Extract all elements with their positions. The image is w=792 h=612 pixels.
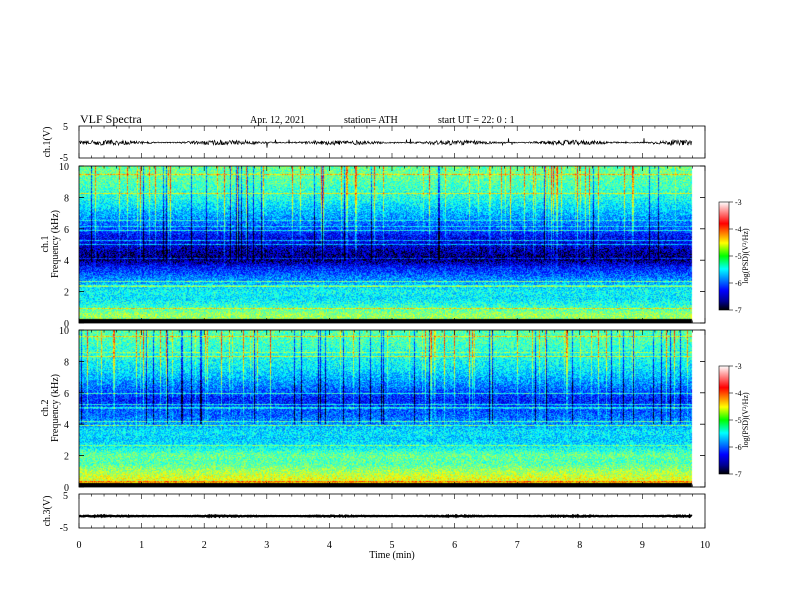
x-tick-label: 1 bbox=[139, 540, 144, 551]
colorbar-tick-label: -7 bbox=[735, 470, 742, 479]
x-tick-label: 8 bbox=[577, 540, 582, 551]
figure-title: VLF Spectra bbox=[80, 112, 142, 126]
ch3-ytick-5: 5 bbox=[63, 491, 68, 502]
x-tick-label: 7 bbox=[515, 540, 520, 551]
ch1-spectrogram-image bbox=[79, 166, 705, 323]
ch2-ytick-label: 2 bbox=[64, 452, 69, 463]
ch2-ytick-label: 6 bbox=[64, 389, 69, 400]
ch1-ytick-label: 0 bbox=[64, 319, 69, 330]
time-axis: 0 1 2 3 4 5 6 7 8 9 10 bbox=[77, 126, 710, 551]
ch1-ytick-label: 8 bbox=[64, 193, 69, 204]
ch2-ytick-label: 8 bbox=[64, 357, 69, 368]
x-tick-label: 2 bbox=[202, 540, 207, 551]
colorbar-tick-label: -4 bbox=[735, 225, 742, 234]
x-tick-label: 9 bbox=[640, 540, 645, 551]
colorbar-tick-label: -7 bbox=[735, 306, 742, 315]
ch2-spectrogram-image bbox=[79, 330, 705, 487]
ch1-waveform-ylabel: ch.1(V) bbox=[42, 127, 53, 158]
ch2-colorbar bbox=[719, 366, 729, 474]
ch2-ytick-label: 4 bbox=[64, 420, 69, 431]
ch2-colorbar-label: log(PSD)(V²/Hz) bbox=[741, 392, 750, 448]
time-axis-label: Time (min) bbox=[369, 550, 414, 561]
ch1-ytick-label: 6 bbox=[64, 225, 69, 236]
x-tick-label: 10 bbox=[700, 540, 710, 551]
ch1-ytick-5: 5 bbox=[63, 122, 68, 133]
x-tick-label: 0 bbox=[77, 540, 82, 551]
colorbar-tick-label: -6 bbox=[735, 443, 742, 452]
ch1-ytick-label: 2 bbox=[64, 288, 69, 299]
ch1-wave-path bbox=[78, 138, 693, 148]
colorbar-tick-label: -5 bbox=[735, 416, 742, 425]
colorbar-tick-label: -3 bbox=[735, 362, 742, 371]
ch1-colorbar-label: log(PSD)(V²/Hz) bbox=[741, 228, 750, 284]
ch1-spectrogram-ylabel-channel: ch.1 bbox=[40, 236, 51, 253]
ch1-waveform-line bbox=[78, 138, 693, 148]
x-tick-label: 3 bbox=[264, 540, 269, 551]
ch2-spectrogram-ylabel-channel: ch.2 bbox=[40, 400, 51, 417]
ch1-spectrogram-ylabel-frequency: Frequency (kHz) bbox=[50, 210, 61, 278]
colorbar-tick-label: -3 bbox=[735, 198, 742, 207]
ch3-waveform-line bbox=[78, 513, 693, 519]
x-tick-label: 6 bbox=[452, 540, 457, 551]
ch3-ytick-neg5: -5 bbox=[60, 523, 68, 534]
ch3-wave-path bbox=[78, 513, 693, 519]
ch3-waveform-ylabel: ch.3(V) bbox=[42, 496, 53, 527]
ch1-colorbar bbox=[719, 202, 729, 310]
date-label: Apr. 12, 2021 bbox=[250, 115, 305, 126]
ch2-ytick-label: 0 bbox=[64, 483, 69, 494]
ch1-ytick-neg5: -5 bbox=[60, 153, 68, 164]
start-time-label: start UT = 22: 0 : 1 bbox=[438, 115, 515, 126]
x-tick-label: 4 bbox=[327, 540, 332, 551]
ch2-ytick-label: 10 bbox=[59, 326, 69, 337]
x-tick-label: 5 bbox=[390, 540, 395, 551]
colorbar-tick-label: -6 bbox=[735, 279, 742, 288]
station-label: station= ATH bbox=[344, 115, 398, 126]
ch3-waveform-frame bbox=[78, 493, 706, 529]
ch1-ytick-label: 4 bbox=[64, 256, 69, 267]
colorbar-tick-label: -5 bbox=[735, 252, 742, 261]
colorbar-tick-label: -4 bbox=[735, 389, 742, 398]
ch2-spectrogram-ylabel-frequency: Frequency (kHz) bbox=[50, 374, 61, 442]
ch1-ytick-label: 10 bbox=[59, 162, 69, 173]
